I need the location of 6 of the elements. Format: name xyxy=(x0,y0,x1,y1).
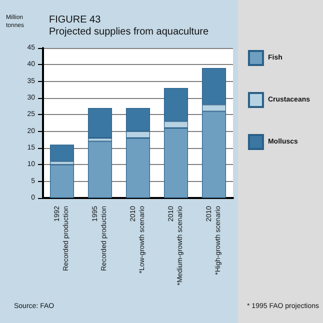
bar xyxy=(50,144,74,162)
bar xyxy=(88,141,112,198)
chart-subtitle: Projected supplies from aquaculture xyxy=(49,26,209,38)
bar xyxy=(88,108,112,138)
bar xyxy=(50,164,74,198)
chart-title: FIGURE 43 xyxy=(49,14,102,26)
